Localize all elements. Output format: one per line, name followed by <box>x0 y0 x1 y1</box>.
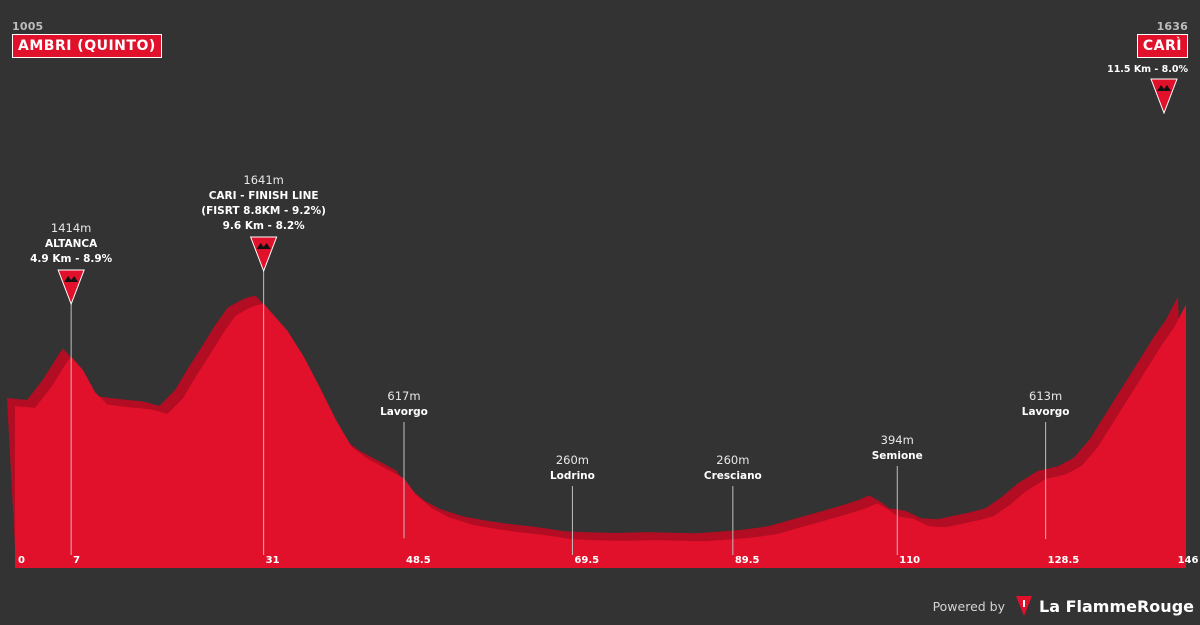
waypoint-altitude: 260m <box>556 453 589 467</box>
la-flamme-rouge-logo-icon <box>1016 596 1033 616</box>
finish-climb-flag-icon <box>1150 78 1178 115</box>
x-tick-label: 7 <box>73 555 80 566</box>
profile-area <box>15 303 1186 548</box>
finish-info: 1636 CARÌ 11.5 Km - 8.0% <box>1107 20 1188 118</box>
x-tick-label: 128.5 <box>1048 555 1080 566</box>
waypoint-altitude: 613m <box>1029 389 1062 403</box>
waypoint-name: Lavorgo <box>1022 406 1070 418</box>
waypoint-altitude: 394m <box>881 433 914 447</box>
footer: Powered by La FlammeRouge <box>933 595 1194 617</box>
climb-label: 9.6 Km - 8.2% <box>223 220 306 232</box>
finish-altitude: 1636 <box>1156 20 1188 33</box>
x-tick-label: 69.5 <box>574 555 599 566</box>
powered-by-label: Powered by <box>932 598 1006 614</box>
finish-name: CARÌ <box>1136 34 1188 58</box>
start-name: AMBRI (QUINTO) <box>12 34 162 58</box>
climb-marker-icon <box>249 236 278 273</box>
climb-altitude: 1414m <box>51 221 91 235</box>
climb-label: ALTANCA <box>45 238 98 250</box>
x-tick-label: 146 <box>1178 555 1199 566</box>
finish-climb-detail: 11.5 Km - 8.0% <box>1107 64 1188 75</box>
climb-altitude: 1641m <box>243 173 283 187</box>
waypoint-name: Cresciano <box>704 470 762 482</box>
waypoint-name: Semione <box>872 450 923 462</box>
waypoint-name: Lodrino <box>550 470 595 482</box>
x-tick-label: 110 <box>899 555 920 566</box>
waypoint-name: Lavorgo <box>380 406 428 418</box>
profile-base <box>15 548 1186 568</box>
x-tick-label: 89.5 <box>735 555 760 566</box>
x-tick-label: 31 <box>266 555 280 566</box>
climb-label: (FISRT 8.8KM - 9.2%) <box>201 205 326 217</box>
climb-marker-icon <box>57 269 85 306</box>
waypoint-altitude: 617m <box>387 389 420 403</box>
start-info: 1005 AMBRI (QUINTO) <box>12 20 162 58</box>
climb-label: 4.9 Km - 8.9% <box>30 253 113 265</box>
brand-name: La FlammeRouge <box>1039 596 1194 616</box>
waypoint-altitude: 260m <box>716 453 749 467</box>
climb-label: CARI - FINISH LINE <box>209 190 319 202</box>
x-tick-label: 48.5 <box>406 555 431 566</box>
x-tick-label: 0 <box>18 555 25 566</box>
start-altitude: 1005 <box>12 20 44 33</box>
